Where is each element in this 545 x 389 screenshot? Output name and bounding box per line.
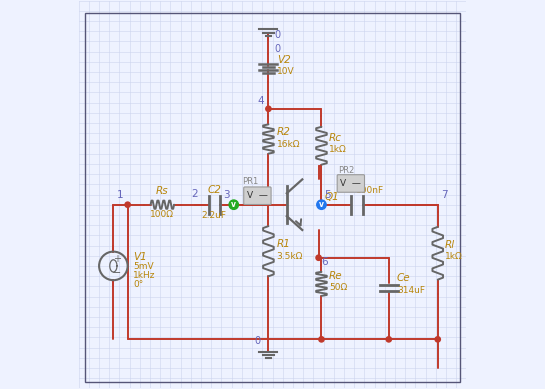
- Text: Q1: Q1: [324, 192, 339, 202]
- Text: 1kHz: 1kHz: [133, 271, 155, 280]
- Text: 7: 7: [441, 190, 447, 200]
- Text: 3.5kΩ: 3.5kΩ: [276, 252, 303, 261]
- Circle shape: [316, 255, 321, 260]
- Text: 0°: 0°: [133, 280, 143, 289]
- Text: 0: 0: [275, 44, 281, 54]
- Text: PR2: PR2: [338, 166, 354, 175]
- Text: 1kΩ: 1kΩ: [329, 145, 347, 154]
- Circle shape: [317, 200, 326, 209]
- Text: v: v: [319, 200, 324, 209]
- Circle shape: [319, 202, 324, 207]
- Text: Rs: Rs: [156, 186, 168, 196]
- Text: V  —: V —: [341, 179, 361, 188]
- Text: R1: R1: [276, 239, 290, 249]
- Text: 5: 5: [325, 190, 331, 200]
- Text: PR1: PR1: [242, 177, 258, 186]
- Text: Ce: Ce: [397, 273, 410, 283]
- Circle shape: [229, 200, 238, 209]
- Circle shape: [435, 337, 440, 342]
- Text: R2: R2: [276, 127, 290, 137]
- Text: 16kΩ: 16kΩ: [276, 140, 300, 149]
- Text: 2.2uF: 2.2uF: [202, 211, 227, 220]
- Text: 0: 0: [254, 336, 261, 346]
- Text: 50Ω: 50Ω: [329, 283, 347, 292]
- Text: 5mV: 5mV: [133, 262, 154, 271]
- Text: 10V: 10V: [277, 67, 295, 76]
- Text: V2: V2: [277, 55, 291, 65]
- Circle shape: [319, 337, 324, 342]
- Text: 800nF: 800nF: [355, 186, 384, 195]
- Text: V1: V1: [133, 252, 147, 262]
- Text: v: v: [231, 200, 236, 209]
- Text: 1: 1: [117, 190, 124, 200]
- Text: 4: 4: [258, 96, 264, 106]
- Circle shape: [125, 202, 130, 207]
- Text: C2: C2: [208, 185, 221, 195]
- Circle shape: [266, 106, 271, 112]
- Text: −: −: [112, 268, 122, 278]
- Text: 100Ω: 100Ω: [150, 210, 174, 219]
- Text: 6: 6: [321, 257, 328, 267]
- FancyBboxPatch shape: [337, 175, 365, 192]
- Text: 3: 3: [223, 190, 229, 200]
- Circle shape: [231, 202, 237, 207]
- Text: V  —: V —: [247, 191, 268, 200]
- FancyBboxPatch shape: [244, 187, 271, 205]
- Text: Rc: Rc: [329, 133, 342, 143]
- Text: 1kΩ: 1kΩ: [445, 252, 463, 261]
- Circle shape: [386, 337, 391, 342]
- Text: 2: 2: [192, 189, 198, 199]
- Text: Rl: Rl: [445, 240, 455, 251]
- Text: 0: 0: [275, 30, 281, 40]
- Text: +: +: [113, 254, 120, 264]
- Text: Re: Re: [329, 271, 342, 281]
- Text: 314uF: 314uF: [397, 286, 425, 295]
